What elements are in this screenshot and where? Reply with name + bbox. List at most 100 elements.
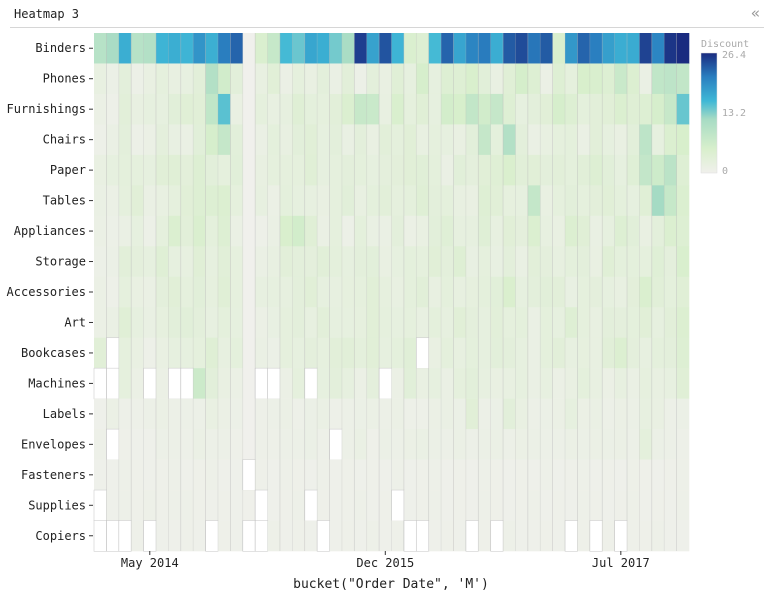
- heatmap-cell: [341, 398, 355, 430]
- heatmap-cell: [379, 398, 392, 430]
- heatmap-cell: [416, 124, 429, 156]
- heatmap-cell: [143, 185, 157, 217]
- heatmap-cell: [341, 520, 355, 552]
- heatmap-cell: [304, 154, 318, 186]
- y-tick-label: Fasteners: [21, 468, 86, 482]
- heatmap-cell: [589, 398, 603, 430]
- heatmap-cell: [354, 185, 368, 217]
- heatmap-cell: [664, 33, 677, 64]
- heatmap-cell: [106, 63, 120, 95]
- heatmap-cell: [515, 490, 529, 521]
- heatmap-cell: [155, 185, 169, 217]
- heatmap-cell: [341, 307, 355, 339]
- heatmap-cell: [490, 368, 504, 399]
- heatmap-cell: [193, 33, 206, 64]
- heatmap-cell: [106, 215, 120, 247]
- heatmap-cell: [317, 185, 330, 217]
- heatmap-cell: [627, 124, 640, 156]
- heatmap-cell: [639, 215, 653, 247]
- heatmap-cell: [106, 337, 120, 369]
- y-tick-label: Machines: [28, 376, 86, 390]
- heatmap-cell: [354, 93, 368, 125]
- heatmap-cell: [428, 459, 442, 491]
- heatmap-cell: [639, 490, 653, 521]
- heatmap-cell: [428, 154, 442, 186]
- heatmap-cell: [552, 93, 566, 125]
- heatmap-cell: [379, 307, 392, 339]
- heatmap-cell: [180, 276, 194, 308]
- heatmap-cell: [577, 459, 591, 491]
- heatmap-cell: [540, 429, 553, 460]
- heatmap-cell: [230, 429, 244, 460]
- heatmap-cell: [651, 398, 665, 430]
- heatmap-cell: [279, 368, 293, 399]
- heatmap-cell: [131, 154, 144, 186]
- collapse-panel-icon[interactable]: «: [751, 4, 761, 22]
- heatmap-cell: [602, 93, 615, 125]
- heatmap-cell: [490, 185, 504, 217]
- heatmap-cell: [118, 520, 132, 552]
- heatmap-cell: [527, 307, 541, 339]
- heatmap-cell: [664, 124, 677, 156]
- heatmap-cell: [577, 490, 591, 521]
- heatmap-cell: [230, 520, 244, 552]
- heatmap-cell: [304, 459, 318, 491]
- heatmap-cell: [664, 459, 677, 491]
- heatmap-cell: [540, 215, 553, 247]
- heatmap-cell: [193, 185, 206, 217]
- heatmap-cell: [254, 489, 269, 522]
- heatmap-cell: [403, 215, 417, 247]
- heatmap-cell: [527, 429, 541, 460]
- heatmap-cell: [552, 276, 566, 308]
- heatmap-cell: [614, 520, 628, 552]
- heatmap-cell: [503, 398, 516, 430]
- heatmap-cell: [379, 429, 392, 460]
- heatmap-cell: [490, 93, 504, 125]
- heatmap-cell: [602, 246, 615, 278]
- heatmap-cell: [391, 124, 405, 156]
- heatmap-cell: [304, 307, 318, 339]
- heatmap-cell: [279, 307, 293, 339]
- heatmap-cell: [242, 63, 256, 95]
- heatmap-cell: [589, 459, 603, 491]
- heatmap-cell: [627, 398, 640, 430]
- heatmap-cell: [267, 33, 281, 64]
- heatmap-cell: [118, 33, 132, 64]
- heatmap-cell: [230, 124, 244, 156]
- heatmap-cell: [131, 246, 144, 278]
- heatmap-cell: [341, 185, 355, 217]
- heatmap-cell: [217, 154, 231, 186]
- heatmap-cell: [255, 33, 268, 64]
- heatmap-cell: [651, 459, 665, 491]
- heatmap-cell: [366, 459, 380, 491]
- heatmap-cell: [552, 337, 566, 369]
- heatmap-cell: [217, 490, 231, 521]
- heatmap-cell: [540, 124, 553, 156]
- heatmap-cell: [441, 398, 454, 430]
- heatmap-cell: [168, 185, 182, 217]
- heatmap-cell: [379, 337, 392, 369]
- heatmap-cell: [354, 429, 368, 460]
- y-tick-label: Appliances: [14, 224, 86, 238]
- heatmap-cell: [416, 185, 429, 217]
- heatmap-cell: [205, 398, 219, 430]
- heatmap-cell: [577, 246, 591, 278]
- heatmap-cell: [503, 93, 516, 125]
- heatmap-cell: [168, 93, 182, 125]
- heatmap-cell: [639, 124, 653, 156]
- heatmap-cell: [94, 246, 107, 278]
- heatmap-cell: [180, 185, 194, 217]
- heatmap-cell: [205, 429, 219, 460]
- heatmap-cell: [416, 276, 429, 308]
- heatmap-cell: [304, 520, 318, 552]
- heatmap-cell: [627, 63, 640, 95]
- heatmap-cell: [614, 33, 628, 64]
- heatmap-cell: [589, 33, 603, 64]
- heatmap-cell: [552, 459, 566, 491]
- heatmap-cell: [478, 154, 491, 186]
- heatmap-cell: [540, 459, 553, 491]
- heatmap-cell: [205, 33, 219, 64]
- heatmap-cell: [230, 276, 244, 308]
- heatmap-cell: [664, 215, 677, 247]
- heatmap-cell: [131, 337, 144, 369]
